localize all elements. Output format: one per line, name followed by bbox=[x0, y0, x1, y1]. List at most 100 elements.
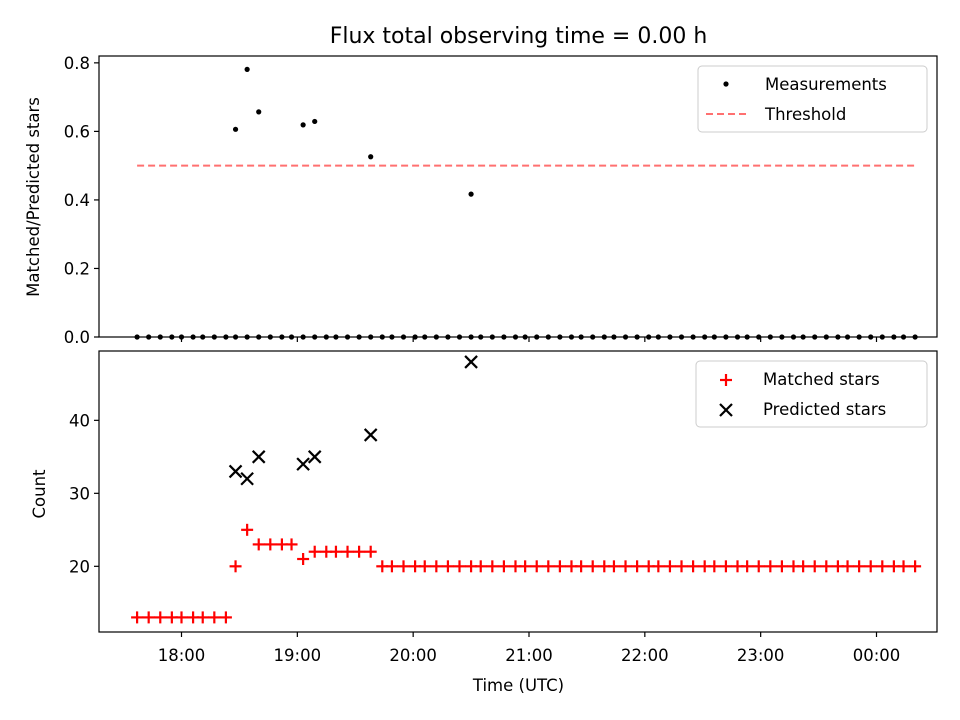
bottom-axes-frame bbox=[98, 350, 938, 633]
matched-stars-point bbox=[418, 560, 431, 573]
predicted-stars-point bbox=[251, 450, 266, 464]
matched-stars-point bbox=[820, 560, 833, 573]
bottom-legend-box bbox=[695, 360, 928, 428]
matched-stars-point bbox=[876, 560, 889, 573]
matched-stars-point bbox=[385, 560, 398, 573]
predicted-stars-point bbox=[464, 355, 478, 369]
matched-stars-point bbox=[764, 560, 777, 573]
legend-label-measurements: Measurements bbox=[765, 75, 887, 94]
measurements-point bbox=[244, 66, 250, 72]
top-legend-box bbox=[697, 65, 928, 133]
matched-stars-point bbox=[752, 560, 765, 573]
matched-stars-point bbox=[797, 560, 810, 573]
matched-stars-point bbox=[841, 560, 854, 573]
matched-stars-point bbox=[607, 560, 620, 573]
matched-stars-point bbox=[285, 538, 298, 551]
matched-stars-point bbox=[897, 560, 910, 573]
matched-stars-point bbox=[353, 545, 366, 558]
bottom-y-axis: 20 30 40 bbox=[69, 411, 99, 576]
matched-stars-point bbox=[497, 560, 510, 573]
top-y-axis-label: Matched/Predicted stars bbox=[24, 97, 43, 297]
matched-stars-point bbox=[329, 545, 342, 558]
measurements-point bbox=[232, 126, 239, 132]
top-x-axis bbox=[180, 337, 878, 342]
matched-stars-point bbox=[553, 560, 566, 573]
matched-stars-point bbox=[341, 545, 354, 558]
predicted-stars-point bbox=[240, 471, 254, 486]
legend-marker-measurements bbox=[723, 81, 729, 87]
matched-stars-point bbox=[575, 560, 588, 573]
predicted-stars-point bbox=[296, 457, 310, 471]
measurements-point bbox=[312, 118, 318, 125]
matched-stars-point bbox=[675, 560, 688, 573]
matched-stars-point bbox=[909, 560, 922, 573]
predicted-stars-point bbox=[307, 450, 322, 464]
matched-stars-point bbox=[719, 560, 732, 573]
matched-stars-point bbox=[397, 560, 410, 573]
matched-stars-point bbox=[208, 611, 221, 624]
predicted-stars-point bbox=[363, 428, 378, 442]
y-tick-label: 30 bbox=[69, 484, 90, 503]
y-tick-label: 0.0 bbox=[64, 328, 90, 347]
y-tick-label: 0.4 bbox=[64, 191, 90, 210]
bottom-legend: Matched stars Predicted stars bbox=[695, 360, 928, 428]
x-tick-label: 20:00 bbox=[389, 646, 437, 665]
measurements-point bbox=[468, 191, 474, 197]
y-tick-label: 20 bbox=[69, 557, 90, 576]
matched-stars-point bbox=[219, 611, 232, 624]
legend-label-predicted-stars: Predicted stars bbox=[763, 400, 886, 419]
matched-stars-point bbox=[775, 560, 788, 573]
matched-stars-point bbox=[196, 611, 209, 624]
matched-stars-point bbox=[530, 560, 543, 573]
matched-stars-point bbox=[264, 538, 277, 551]
legend-label-threshold: Threshold bbox=[764, 105, 846, 124]
matched-stars-point bbox=[519, 560, 532, 573]
bottom-y-axis-label: Count bbox=[30, 469, 49, 519]
x-tick-label: 19:00 bbox=[274, 646, 322, 665]
measurements-point bbox=[368, 154, 374, 160]
bottom-x-axis: 18:00 19:00 20:00 21:00 22:00 23:00 00:00 bbox=[158, 632, 901, 665]
y-tick-label: 40 bbox=[69, 411, 90, 430]
matched-stars-point bbox=[808, 560, 821, 573]
y-tick-label: 0.6 bbox=[64, 122, 90, 141]
matched-stars-point bbox=[453, 560, 466, 573]
matched-stars-point bbox=[308, 545, 321, 558]
matched-stars-point bbox=[474, 560, 487, 573]
matched-stars-point bbox=[663, 560, 676, 573]
matched-stars-point bbox=[687, 560, 700, 573]
matched-stars-point bbox=[652, 560, 665, 573]
matched-stars-point bbox=[441, 560, 454, 573]
x-tick-label: 23:00 bbox=[737, 646, 785, 665]
matched-stars-point bbox=[430, 560, 443, 573]
matched-stars-point bbox=[631, 560, 644, 573]
matched-stars-point bbox=[297, 553, 310, 566]
matched-stars-point bbox=[252, 538, 265, 551]
legend-marker-predicted-stars bbox=[719, 403, 733, 417]
matched-stars-point bbox=[741, 560, 754, 573]
x-tick-label: 00:00 bbox=[853, 646, 901, 665]
x-tick-label: 22:00 bbox=[621, 646, 669, 665]
matched-stars-point bbox=[364, 545, 377, 558]
matched-stars-point bbox=[229, 560, 242, 573]
legend-marker-matched-stars bbox=[720, 374, 732, 386]
matched-stars-point bbox=[586, 560, 599, 573]
top-y-axis: 0.0 0.2 0.4 0.6 0.8 bbox=[64, 54, 99, 347]
x-axis-label: Time (UTC) bbox=[472, 676, 564, 695]
matched-stars-point bbox=[131, 611, 144, 624]
matched-stars-point bbox=[542, 560, 555, 573]
matched-stars-point bbox=[175, 611, 188, 624]
top-legend: Measurements Threshold bbox=[697, 65, 928, 133]
matched-stars-point bbox=[619, 560, 632, 573]
measurements-point bbox=[300, 122, 306, 128]
y-tick-label: 0.2 bbox=[64, 259, 90, 278]
chart-title: Flux total observing time = 0.00 h bbox=[330, 24, 708, 49]
matched-stars-point bbox=[864, 560, 877, 573]
x-tick-label: 18:00 bbox=[158, 646, 206, 665]
matched-stars-point bbox=[853, 560, 866, 573]
predicted-stars-point bbox=[228, 464, 243, 479]
matched-stars-point bbox=[486, 560, 499, 573]
matched-stars-point bbox=[142, 611, 155, 624]
x-tick-label: 21:00 bbox=[505, 646, 553, 665]
matched-stars-point bbox=[154, 611, 167, 624]
